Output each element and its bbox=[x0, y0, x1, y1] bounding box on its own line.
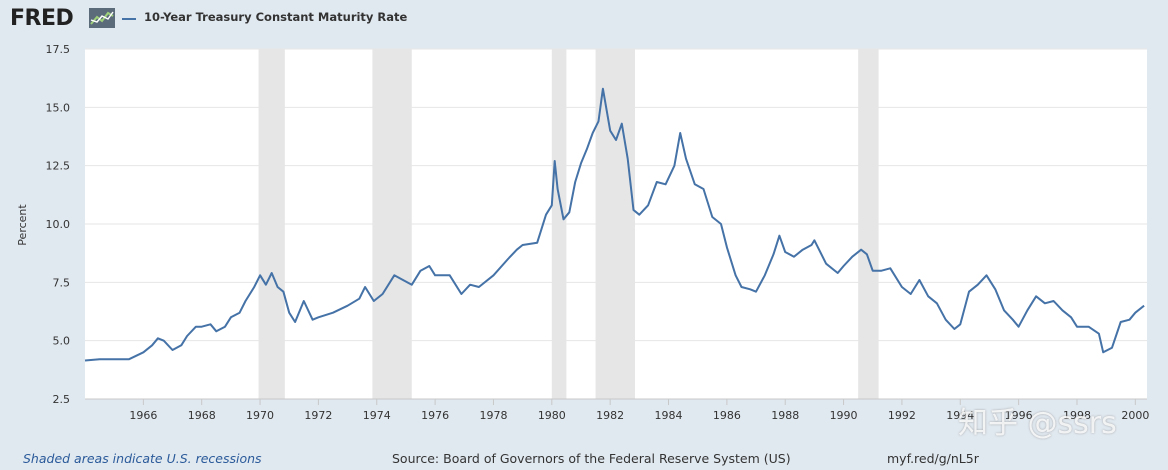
y-tick-label: 2.5 bbox=[53, 393, 71, 406]
y-tick-label: 10.0 bbox=[46, 218, 71, 231]
x-tick-label: 1994 bbox=[946, 409, 974, 422]
x-tick-label: 1990 bbox=[830, 409, 858, 422]
x-tick-label: 1978 bbox=[479, 409, 507, 422]
x-tick-label: 1966 bbox=[129, 409, 157, 422]
x-tick-label: 1982 bbox=[596, 409, 624, 422]
x-tick-label: 1984 bbox=[655, 409, 683, 422]
x-tick-label: 1976 bbox=[421, 409, 449, 422]
legend-label: 10-Year Treasury Constant Maturity Rate bbox=[144, 10, 408, 24]
x-tick-label: 1996 bbox=[1005, 409, 1033, 422]
fred-logo[interactable]: FRED bbox=[10, 6, 74, 31]
watermark: 知乎 @ssrs bbox=[958, 406, 1117, 441]
y-axis: 2.5 5.0 7.5 10.0 12.5 15.0 17.5 bbox=[46, 43, 71, 406]
x-tick-label: 1974 bbox=[363, 409, 391, 422]
x-tick-label: 2000 bbox=[1121, 409, 1149, 422]
y-tick-label: 17.5 bbox=[46, 43, 71, 56]
y-tick-label: 7.5 bbox=[53, 276, 71, 289]
x-tick-label: 1980 bbox=[538, 409, 566, 422]
y-tick-label: 5.0 bbox=[53, 335, 71, 348]
recession-note-link[interactable]: Shaded areas indicate U.S. recessions bbox=[23, 451, 262, 466]
x-tick-label: 1968 bbox=[188, 409, 216, 422]
x-tick-label: 1992 bbox=[888, 409, 916, 422]
y-tick-label: 15.0 bbox=[46, 101, 71, 114]
short-url-link[interactable]: myf.red/g/nL5r bbox=[887, 451, 979, 466]
line-chart-icon bbox=[89, 8, 115, 28]
legend-swatch bbox=[122, 18, 136, 20]
x-tick-label: 1970 bbox=[246, 409, 274, 422]
x-tick-label: 1972 bbox=[304, 409, 332, 422]
series-line[interactable] bbox=[84, 87, 1145, 362]
y-axis-label: Percent bbox=[16, 204, 29, 246]
source-text: Source: Board of Governors of the Federa… bbox=[392, 451, 791, 466]
x-axis: 1966 1968 1970 1972 1974 1976 1978 1980 1982 1984… bbox=[85, 398, 1149, 422]
y-tick-label: 12.5 bbox=[46, 160, 71, 173]
x-tick-label: 1998 bbox=[1063, 409, 1091, 422]
x-tick-label: 1986 bbox=[713, 409, 741, 422]
chart-header: FRED 10-Year Treasury Constant Maturity … bbox=[0, 0, 1168, 40]
x-tick-label: 1988 bbox=[771, 409, 799, 422]
